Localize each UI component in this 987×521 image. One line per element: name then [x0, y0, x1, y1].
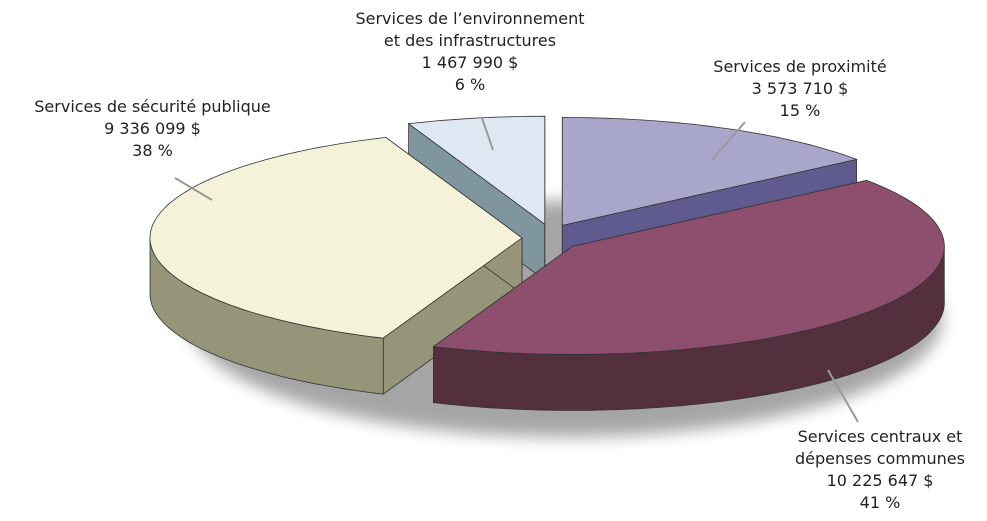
label-percent: 41 % [859, 493, 901, 512]
label-amount: 10 225 647 $ [826, 471, 934, 490]
leader-line [481, 117, 494, 151]
label: Services de proximité 3 573 710 $ 15 % [670, 56, 930, 122]
label-percent: 38 % [132, 141, 173, 160]
leader-lines [174, 117, 859, 423]
slice [432, 179, 945, 411]
label-amount: 9 336 099 $ [104, 119, 201, 138]
slices [149, 115, 945, 411]
label-percent: 15 % [779, 101, 821, 120]
label: Services centraux et dépenses communes 1… [770, 426, 987, 514]
slice [149, 136, 523, 395]
label-name: Services centraux et dépenses communes [795, 427, 965, 468]
slice-top [561, 116, 858, 226]
label-name: Services de l’environnement et des infra… [355, 9, 585, 50]
label: Services de sécurité publique 9 336 099 … [0, 96, 305, 162]
slice-top [407, 115, 546, 225]
label-name: Services de sécurité publique [34, 97, 271, 116]
label: Services de l’environnement et des infra… [355, 8, 585, 96]
leader-line [827, 369, 859, 423]
label-name: Services de proximité [713, 57, 887, 76]
label-amount: 1 467 990 $ [421, 53, 519, 72]
label-amount: 3 573 710 $ [751, 79, 849, 98]
slice-top [149, 136, 523, 339]
slice-top [432, 179, 945, 355]
leader-line [711, 121, 746, 161]
label-percent: 6 % [454, 75, 486, 94]
leader-line [174, 177, 213, 201]
